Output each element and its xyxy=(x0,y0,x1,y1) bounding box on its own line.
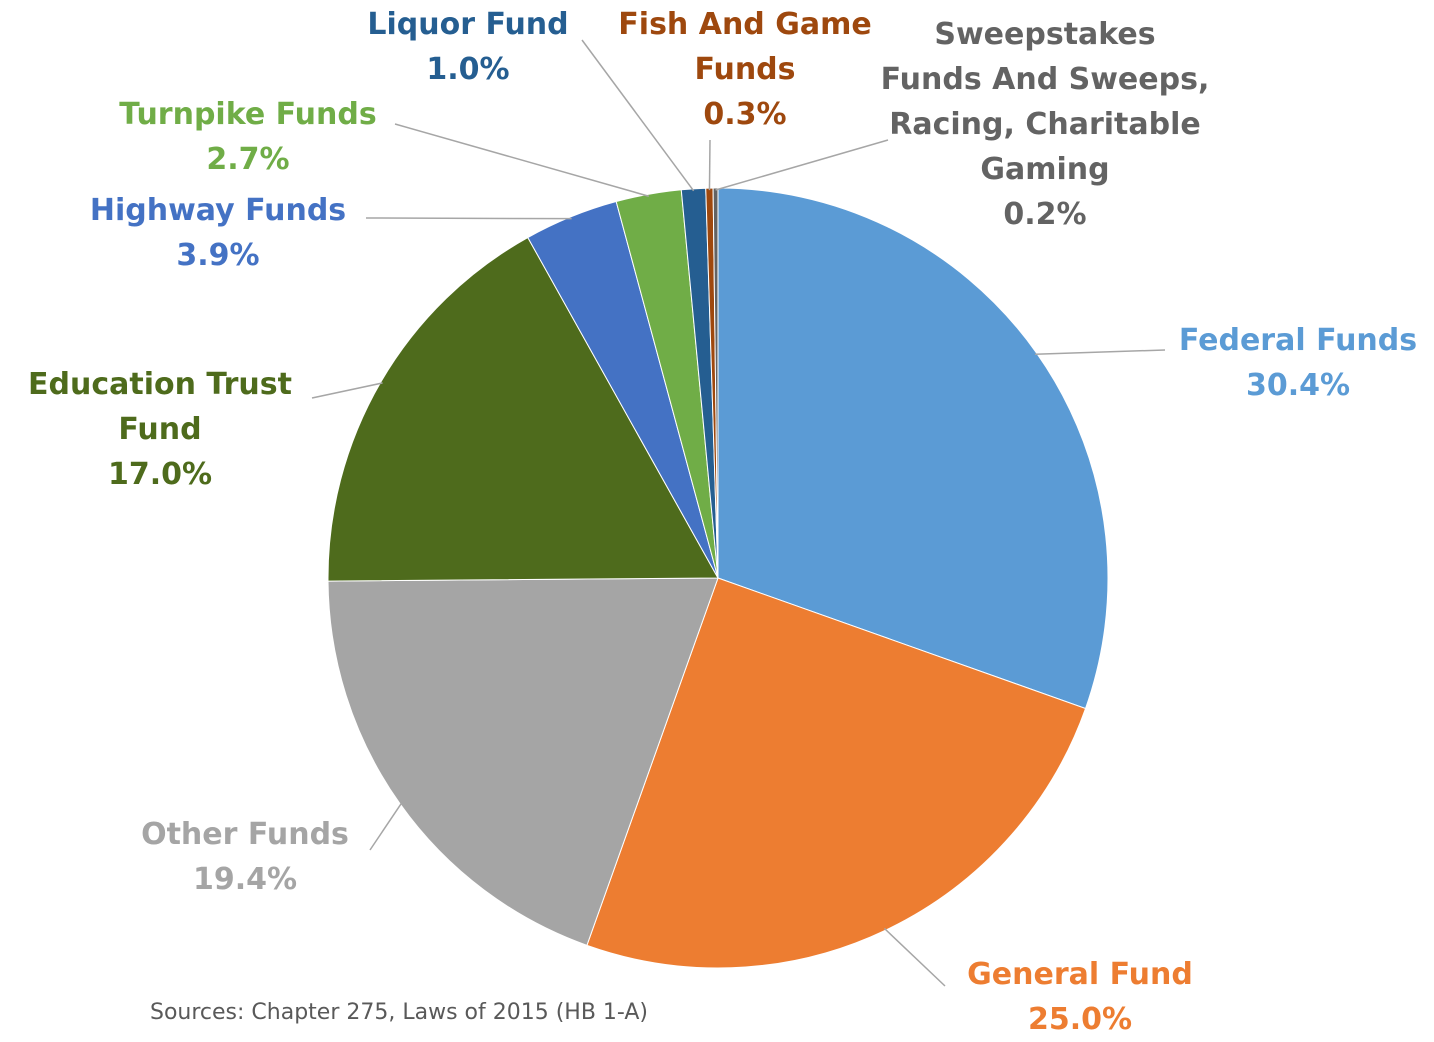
category-label: Fish And Game Funds xyxy=(618,7,872,87)
value-label: 0.2% xyxy=(1003,197,1087,232)
pie-slice xyxy=(717,187,1109,710)
category-label: Other Funds xyxy=(141,817,349,852)
data-label: Turnpike Funds 2.7% xyxy=(88,92,408,182)
data-label: Sweepstakes Funds And Sweeps, Racing, Ch… xyxy=(880,12,1210,237)
category-label: Sweepstakes Funds And Sweeps, Racing, Ch… xyxy=(880,17,1210,187)
value-label: 1.0% xyxy=(426,52,510,87)
leader-line xyxy=(581,39,695,192)
data-label: Education Trust Fund 17.0% xyxy=(5,362,315,497)
category-label: Education Trust Fund xyxy=(28,367,292,447)
category-label: Federal Funds xyxy=(1178,323,1418,358)
category-label: Liquor Fund xyxy=(367,7,569,42)
data-label: Other Funds 19.4% xyxy=(95,812,395,902)
leader-line xyxy=(1034,349,1166,355)
leader-line xyxy=(715,139,889,191)
value-label: 19.4% xyxy=(192,862,298,897)
data-label: General Fund 25.0% xyxy=(920,952,1240,1042)
leader-line xyxy=(311,382,383,399)
category-label: Highway Funds xyxy=(89,193,347,228)
data-label: Highway Funds 3.9% xyxy=(58,188,378,278)
value-label: 3.9% xyxy=(176,238,260,273)
value-label: 17.0% xyxy=(107,457,213,492)
leader-line xyxy=(369,802,403,851)
value-label: 0.3% xyxy=(703,97,787,132)
source-note: Sources: Chapter 275, Laws of 2015 (HB 1… xyxy=(150,1000,649,1025)
leader-line xyxy=(883,927,946,987)
category-label: General Fund xyxy=(967,957,1193,992)
leader-line xyxy=(708,139,711,191)
data-label: Fish And Game Funds 0.3% xyxy=(595,2,895,137)
value-label: 2.7% xyxy=(206,142,290,177)
value-label: 25.0% xyxy=(1027,1002,1133,1037)
leader-line xyxy=(394,123,650,197)
data-label: Liquor Fund 1.0% xyxy=(348,2,588,92)
pie-slice xyxy=(327,236,719,582)
pie-slice xyxy=(712,187,719,579)
leader-line xyxy=(365,217,572,220)
value-label: 30.4% xyxy=(1245,368,1351,403)
category-label: Turnpike Funds xyxy=(119,97,377,132)
data-label: Federal Funds 30.4% xyxy=(1148,318,1434,408)
